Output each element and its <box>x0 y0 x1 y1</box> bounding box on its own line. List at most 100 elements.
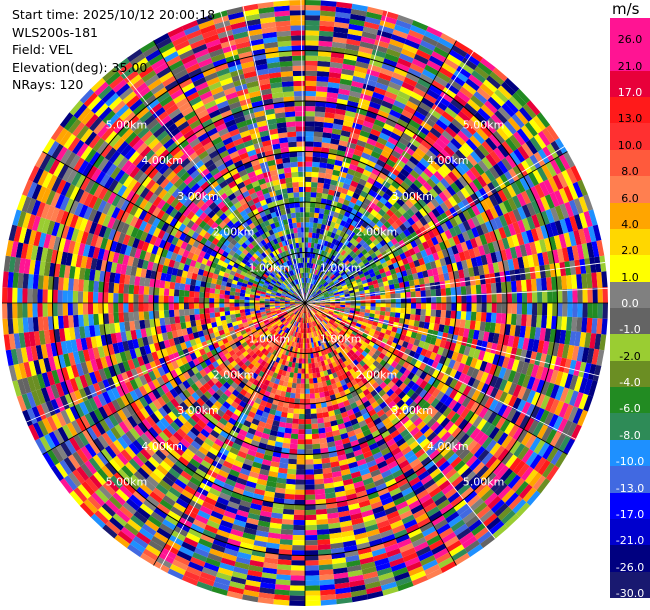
velocity-gate <box>292 540 305 546</box>
velocity-gate <box>332 269 338 275</box>
velocity-gate <box>332 36 347 44</box>
velocity-gate <box>519 176 530 191</box>
velocity-gate <box>325 258 331 264</box>
velocity-gate <box>311 284 315 290</box>
velocity-gate <box>415 129 427 140</box>
velocity-gate <box>345 298 351 301</box>
velocity-gate <box>449 227 458 238</box>
velocity-gate <box>314 299 320 302</box>
velocity-gate <box>342 286 349 291</box>
velocity-gate <box>342 63 356 71</box>
velocity-gate <box>526 314 532 327</box>
velocity-gate <box>315 248 320 255</box>
velocity-gate <box>335 282 341 287</box>
velocity-gate <box>328 148 338 155</box>
velocity-gate <box>337 93 350 101</box>
velocity-gate <box>363 198 371 206</box>
velocity-gate <box>516 232 525 246</box>
velocity-gate <box>391 104 404 114</box>
velocity-gate <box>432 252 440 261</box>
velocity-gate <box>421 69 437 80</box>
velocity-gate <box>351 253 358 260</box>
velocity-gate <box>454 114 468 127</box>
velocity-gate <box>415 308 421 316</box>
velocity-gate <box>305 383 310 389</box>
velocity-gate <box>325 276 330 282</box>
velocity-gate <box>395 218 404 227</box>
velocity-gate <box>347 168 356 176</box>
velocity-gate <box>464 184 475 196</box>
velocity-gate <box>312 248 317 254</box>
velocity-gate <box>414 314 421 322</box>
velocity-gate <box>305 10 321 16</box>
velocity-gate <box>474 275 481 286</box>
velocity-gate <box>306 287 308 293</box>
velocity-gate <box>430 174 441 185</box>
velocity-gate <box>292 535 305 541</box>
velocity-gate <box>389 38 405 49</box>
velocity-gate <box>443 145 455 157</box>
velocity-gate <box>309 283 313 289</box>
velocity-gate <box>322 188 330 195</box>
velocity-gate <box>390 293 396 299</box>
velocity-gate <box>395 95 409 105</box>
velocity-gate <box>352 75 366 84</box>
velocity-gate <box>371 245 379 253</box>
velocity-gate <box>434 243 442 253</box>
velocity-gate <box>314 483 325 490</box>
velocity-gate <box>434 259 442 268</box>
velocity-gate <box>378 282 384 288</box>
velocity-gate <box>408 119 421 130</box>
velocity-gate <box>462 82 477 95</box>
velocity-gate <box>347 28 363 37</box>
velocity-gate <box>512 208 522 222</box>
velocity-gate <box>561 170 573 186</box>
velocity-gate <box>458 251 466 262</box>
velocity-gate <box>334 21 350 29</box>
velocity-gate <box>451 303 457 311</box>
velocity-gate <box>312 274 316 280</box>
velocity-gate <box>298 413 305 420</box>
velocity-gate <box>305 570 320 576</box>
velocity-gate <box>469 166 481 179</box>
velocity-gate <box>312 156 321 163</box>
velocity-gate <box>363 78 377 87</box>
velocity-gate <box>353 171 363 179</box>
velocity-gate <box>317 218 323 224</box>
velocity-gate <box>378 132 390 141</box>
velocity-gate <box>417 143 429 154</box>
velocity-gate <box>357 161 367 170</box>
velocity-gate <box>494 216 503 229</box>
velocity-gate <box>382 192 391 201</box>
velocity-gate <box>286 417 293 424</box>
velocity-gate <box>401 203 411 212</box>
velocity-gate <box>305 494 316 500</box>
velocity-gate <box>319 391 325 398</box>
velocity-gate <box>453 270 460 280</box>
velocity-gate <box>313 468 323 475</box>
velocity-gate <box>465 285 472 295</box>
velocity-gate <box>439 257 447 267</box>
velocity-gate <box>390 237 399 246</box>
velocity-gate <box>349 292 355 296</box>
velocity-gate <box>337 224 344 231</box>
velocity-gate <box>338 247 344 254</box>
velocity-gate <box>514 179 526 193</box>
velocity-gate <box>305 580 320 586</box>
velocity-gate <box>332 244 338 251</box>
velocity-gate <box>295 474 305 480</box>
velocity-gate <box>526 216 536 230</box>
velocity-gate <box>380 150 391 159</box>
velocity-gate <box>309 299 315 302</box>
velocity-gate <box>419 73 434 85</box>
velocity-gate <box>436 152 448 164</box>
velocity-gate <box>482 243 491 255</box>
velocity-gate <box>434 281 441 290</box>
velocity-gate <box>498 214 508 227</box>
velocity-gate <box>368 201 377 209</box>
velocity-gate <box>315 91 328 98</box>
velocity-gate <box>317 270 321 276</box>
velocity-gate <box>401 81 415 92</box>
velocity-gate <box>465 311 472 321</box>
velocity-gate <box>311 176 319 183</box>
